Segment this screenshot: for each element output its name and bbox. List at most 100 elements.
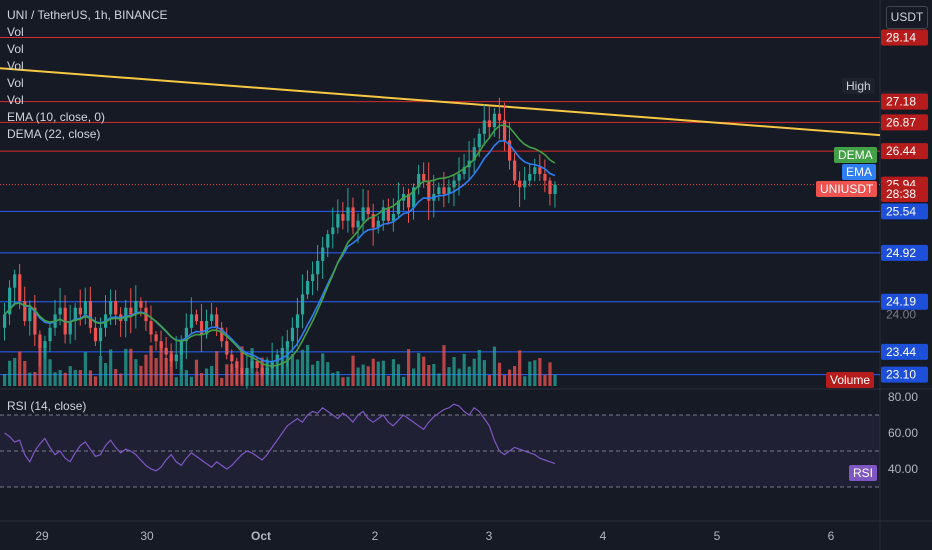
volume-bar	[306, 344, 310, 386]
rsi-pill: RSI	[849, 465, 878, 481]
volume-bar	[48, 359, 52, 386]
volume-indicator-label[interactable]: Vol	[7, 42, 24, 56]
candle-body	[28, 307, 32, 322]
candle-body	[538, 167, 542, 174]
volume-bar	[8, 360, 12, 386]
candle-body	[452, 180, 456, 188]
volume-bar	[412, 368, 416, 386]
volume-bar	[235, 362, 239, 386]
candle-body	[462, 167, 466, 174]
price-axis-label: 25.54	[886, 204, 916, 218]
candle-body	[513, 160, 517, 181]
candle-body	[154, 334, 158, 342]
volume-bar	[371, 358, 375, 386]
time-axis-label: Oct	[251, 529, 271, 543]
volume-bar	[386, 375, 390, 386]
price-axis-label: 28.14	[886, 30, 916, 44]
volume-bar	[199, 373, 204, 386]
dema-indicator-label[interactable]: DEMA (22, close)	[7, 127, 101, 141]
ema-indicator-label[interactable]: EMA (10, close, 0)	[7, 110, 106, 124]
volume-bar	[194, 359, 199, 386]
candle-body	[184, 327, 188, 342]
volume-bar	[311, 364, 315, 386]
price-axis-label: 27.18	[886, 95, 916, 109]
volume-pill: Volume	[826, 372, 875, 388]
candle-body	[255, 361, 259, 368]
volume-bar	[129, 348, 133, 386]
candle-body	[336, 214, 340, 228]
candle-body	[427, 180, 431, 201]
volume-bar	[114, 369, 118, 386]
candle-body	[492, 113, 497, 128]
candle-body	[88, 301, 93, 328]
volume-bar	[119, 373, 123, 386]
volume-bar	[124, 348, 128, 386]
volume-bar	[356, 367, 360, 386]
candle-body	[497, 113, 502, 121]
price-axis-tag	[881, 114, 928, 131]
currency-badge[interactable]: USDT	[886, 6, 928, 29]
volume-bar	[215, 351, 219, 386]
rsi-line	[4, 403, 556, 472]
volume-bar	[553, 374, 557, 386]
volume-bar	[351, 355, 355, 386]
rsi-indicator-label[interactable]: RSI (14, close)	[7, 399, 87, 413]
candle-body	[68, 321, 72, 335]
volume-bar	[548, 362, 552, 386]
candle-body	[215, 314, 219, 328]
candle-body	[548, 180, 552, 194]
volume-bar	[452, 356, 456, 386]
price-axis-tag	[881, 143, 928, 160]
candle-body	[528, 173, 532, 181]
candle-body	[3, 314, 7, 328]
candle-body	[523, 180, 527, 188]
candle-body	[356, 220, 360, 228]
candle-body	[23, 301, 27, 322]
volume-bar	[422, 356, 426, 386]
volume-bar	[23, 361, 27, 386]
volume-bar	[184, 370, 188, 386]
candle-body	[381, 207, 385, 221]
candle-body	[412, 187, 416, 208]
volume-bar	[280, 354, 284, 386]
symbol-title[interactable]: UNI / TetherUS, 1h, BINANCE	[7, 8, 168, 22]
volume-bar	[497, 362, 502, 386]
volume-bar	[205, 368, 209, 386]
volume-bar	[492, 346, 497, 386]
volume-bar	[381, 360, 385, 386]
price-axis-label: 24.19	[886, 295, 916, 309]
volume-bar	[341, 377, 345, 386]
volume-bar	[240, 346, 244, 386]
candle-body	[124, 307, 128, 322]
candle-body	[346, 207, 350, 221]
volume-bar	[523, 376, 527, 386]
candle-body	[437, 187, 441, 194]
volume-bar	[462, 353, 466, 386]
volume-bar	[376, 361, 380, 386]
candle-body	[199, 321, 204, 335]
volume-bar	[437, 373, 441, 386]
price-axis-label: 23.44	[886, 345, 916, 359]
volume-bar	[346, 376, 350, 386]
volume-indicator-label[interactable]: Vol	[7, 76, 24, 90]
volume-indicator-label[interactable]: Vol	[7, 25, 24, 39]
volume-bar	[189, 376, 194, 386]
volume-indicator-label[interactable]: Vol	[7, 93, 24, 107]
volume-bar	[230, 363, 234, 386]
volume-indicator-label[interactable]: Vol	[7, 59, 24, 73]
volume-bar	[270, 363, 274, 386]
volume-bar	[93, 376, 98, 386]
volume-bar	[154, 358, 158, 386]
candle-body	[220, 327, 224, 342]
volume-bar	[477, 349, 481, 386]
time-axis-label: 6	[828, 529, 835, 543]
price-axis-tag	[881, 203, 928, 220]
candle-body	[13, 274, 17, 288]
volume-bar	[295, 359, 300, 386]
candle-body	[371, 214, 375, 228]
volume-bar	[255, 371, 259, 386]
candle-body	[502, 120, 507, 141]
rsi-band	[0, 415, 880, 487]
volume-bar	[316, 360, 320, 386]
